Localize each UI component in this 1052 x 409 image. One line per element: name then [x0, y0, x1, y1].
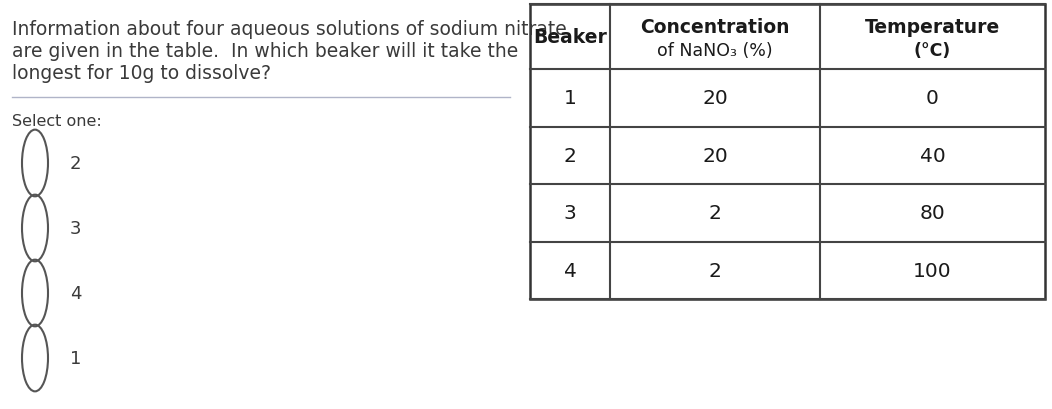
Text: of NaNO₃ (%): of NaNO₃ (%) — [658, 43, 773, 61]
Text: Temperature: Temperature — [865, 18, 1000, 37]
Text: 3: 3 — [564, 204, 576, 223]
Text: 2: 2 — [709, 204, 722, 223]
Text: 4: 4 — [70, 284, 81, 302]
Text: longest for 10g to dissolve?: longest for 10g to dissolve? — [12, 64, 271, 83]
Text: 4: 4 — [564, 261, 576, 280]
Text: 2: 2 — [709, 261, 722, 280]
Text: Beaker: Beaker — [533, 28, 607, 47]
Text: 1: 1 — [70, 349, 81, 367]
Text: (°C): (°C) — [914, 43, 951, 61]
Text: 2: 2 — [70, 155, 81, 173]
Text: 40: 40 — [919, 146, 946, 165]
Text: are given in the table.  In which beaker will it take the: are given in the table. In which beaker … — [12, 42, 519, 61]
Text: 2: 2 — [564, 146, 576, 165]
Text: Information about four aqueous solutions of sodium nitrate: Information about four aqueous solutions… — [12, 20, 567, 39]
Text: 1: 1 — [564, 89, 576, 108]
Text: 3: 3 — [70, 220, 81, 237]
Text: Select one:: Select one: — [12, 114, 102, 129]
Text: 20: 20 — [702, 89, 728, 108]
Text: 100: 100 — [913, 261, 952, 280]
Text: 0: 0 — [926, 89, 939, 108]
Bar — [530, 5, 1045, 299]
Text: Concentration: Concentration — [641, 18, 790, 37]
Text: 20: 20 — [702, 146, 728, 165]
Text: 80: 80 — [919, 204, 946, 223]
